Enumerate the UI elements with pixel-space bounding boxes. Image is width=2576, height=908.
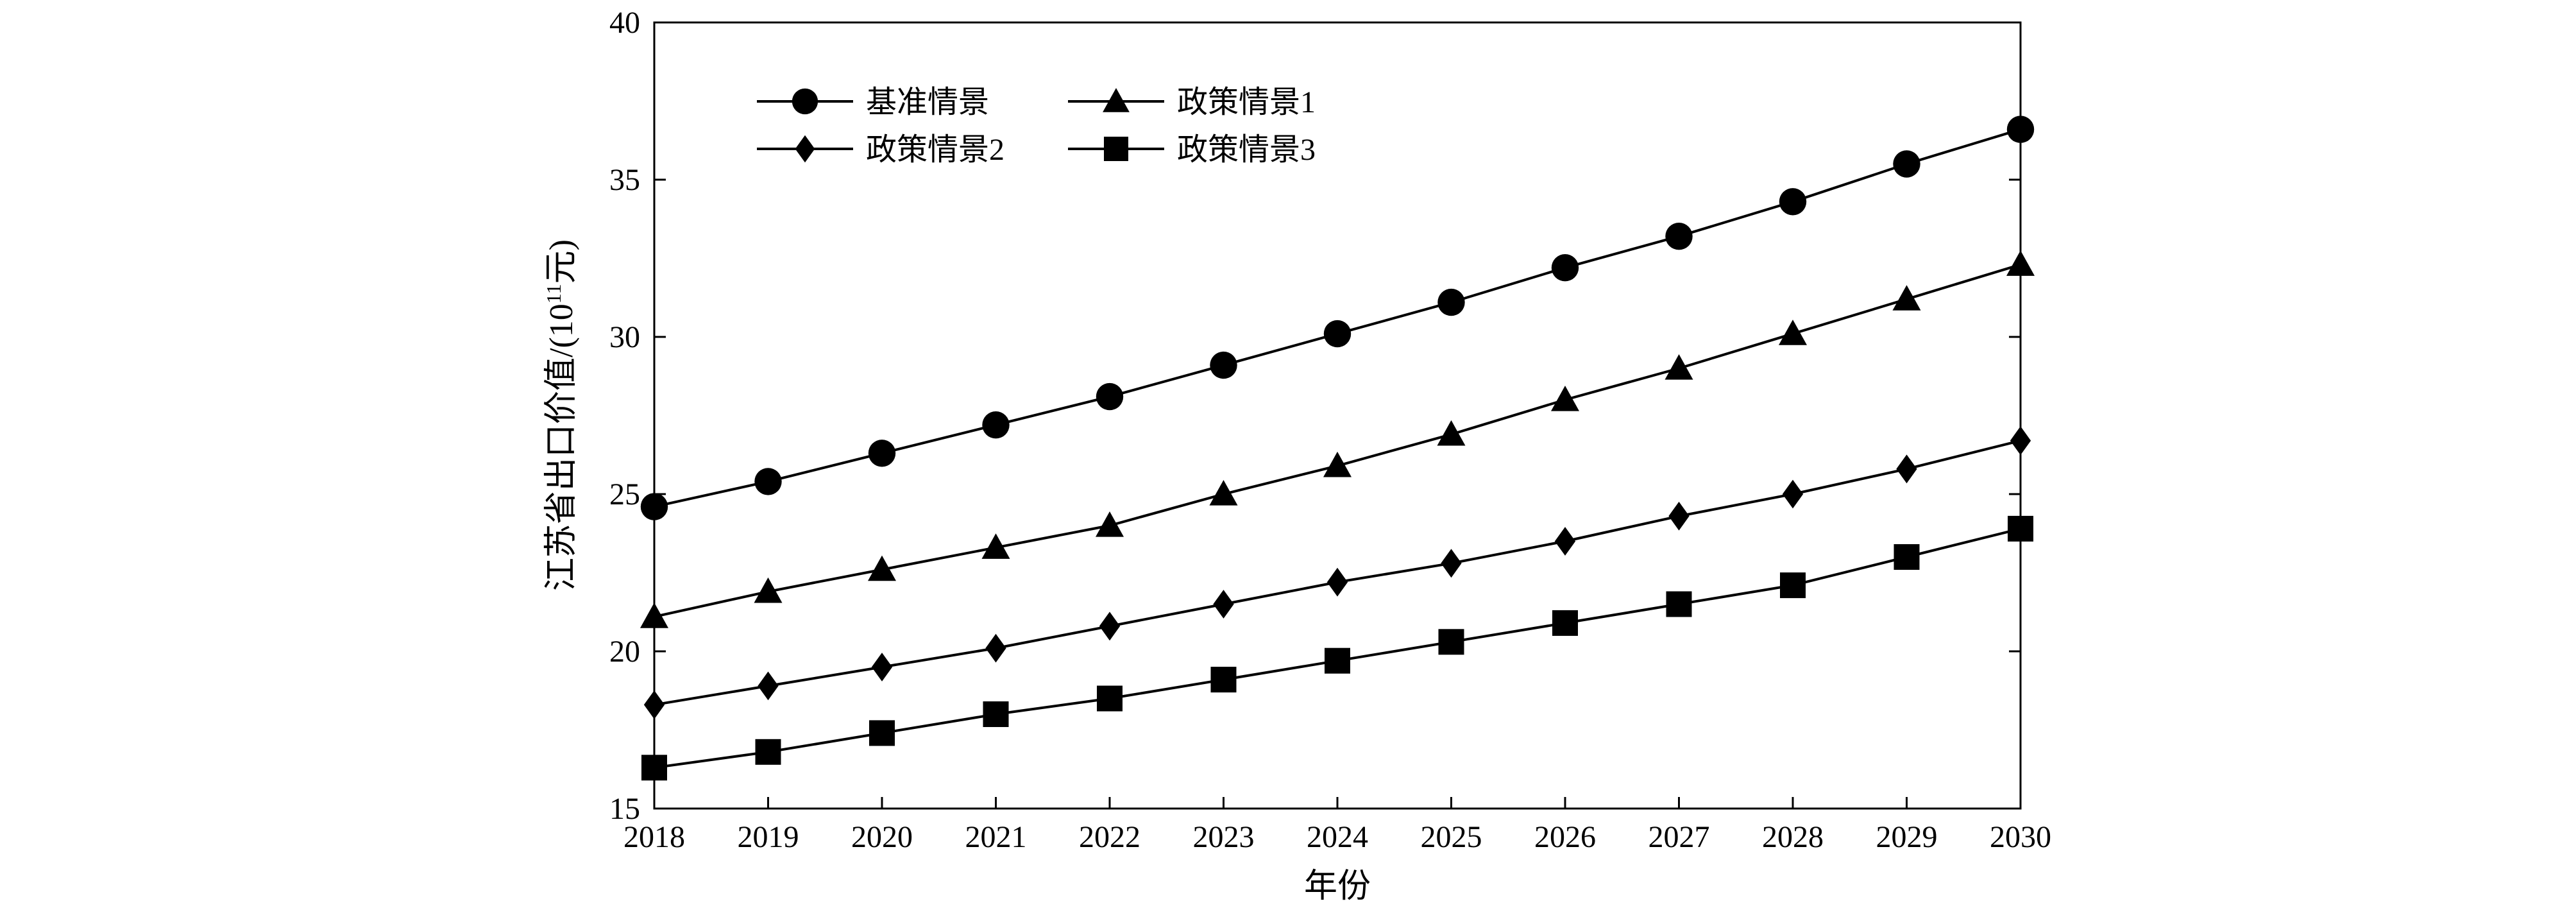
data-point-circle: [754, 468, 782, 495]
data-point-triangle: [2006, 250, 2035, 276]
legend-marker-triangle: [1103, 88, 1130, 112]
y-tick-label: 30: [609, 320, 640, 354]
data-point-square: [1210, 667, 1237, 693]
data-point-square: [1552, 610, 1578, 636]
data-point-triangle: [1779, 320, 1807, 345]
data-point-circle: [640, 493, 668, 520]
data-point-triangle: [1437, 420, 1466, 446]
data-point-triangle: [981, 533, 1010, 559]
plot-frame: [653, 21, 2022, 810]
series-circle: [640, 116, 2035, 520]
x-tick-label: 2018: [623, 820, 685, 854]
legend: 基准情景 政策情景1 政策情景2 政策情景3: [757, 85, 1316, 167]
series-line: [654, 128, 2021, 508]
data-point-diamond: [643, 690, 665, 719]
x-tick-label: 2030: [1990, 820, 2051, 854]
legend-label: 政策情景1: [1177, 85, 1316, 119]
legend-label: 政策情景3: [1177, 133, 1316, 167]
legend-item: 政策情景1: [1068, 85, 1316, 119]
data-point-square: [1325, 647, 1350, 674]
x-tick-label: 2023: [1193, 820, 1255, 854]
data-point-diamond: [1441, 549, 1462, 578]
legend-label: 基准情景: [866, 85, 989, 119]
y-tick-label: 25: [609, 477, 640, 511]
data-point-triangle: [868, 555, 896, 581]
data-point-diamond: [1554, 527, 1576, 556]
legend-marker-circle: [792, 88, 818, 115]
y-axis-label-prefix: 江苏省出口价值/(10: [543, 304, 580, 591]
x-tick-label: 2020: [851, 820, 913, 854]
data-point-diamond: [2010, 426, 2031, 456]
data-point-square: [1097, 685, 1123, 712]
legend-marker-square: [1104, 137, 1128, 161]
series-square: [641, 515, 2033, 781]
data-point-square: [1894, 544, 1920, 570]
y-tick-label: 35: [609, 163, 640, 197]
data-point-circle: [1893, 150, 1920, 178]
data-point-triangle: [1665, 354, 1693, 380]
legend-item: 基准情景: [757, 85, 989, 119]
x-tick-label: 2028: [1762, 820, 1824, 854]
data-point-circle: [1210, 351, 1237, 379]
data-point-circle: [868, 440, 896, 467]
data-point-square: [1780, 572, 1806, 599]
data-point-diamond: [758, 671, 779, 701]
data-point-square: [869, 720, 895, 746]
data-point-circle: [982, 411, 1010, 439]
data-point-square: [1666, 591, 1692, 617]
legend-marker-diamond: [795, 135, 815, 163]
data-point-circle: [1551, 254, 1579, 282]
y-tick-label: 20: [609, 635, 640, 669]
data-point-triangle: [1209, 480, 1238, 506]
y-tick-label: 15: [609, 792, 640, 826]
series-triangle: [640, 250, 2035, 628]
legend-item: 政策情景2: [757, 133, 1004, 167]
data-point-triangle: [1892, 285, 1921, 311]
x-tick-label: 2019: [738, 820, 799, 854]
data-point-circle: [1096, 382, 1124, 411]
x-tick-label: 2027: [1648, 820, 1710, 854]
y-axis-label-suffix: 元): [543, 239, 580, 284]
data-point-circle: [1779, 188, 1807, 216]
x-tick-label: 2024: [1307, 820, 1368, 854]
legend-item: 政策情景3: [1068, 133, 1316, 167]
y-tick-label: 40: [609, 6, 640, 40]
y-axis-label: 江苏省出口价值/(1011元): [542, 239, 580, 591]
data-point-triangle: [1096, 511, 1124, 537]
data-point-circle: [1665, 223, 1693, 250]
data-point-circle: [1323, 320, 1352, 348]
x-tick-label: 2026: [1534, 820, 1596, 854]
data-point-square: [983, 701, 1009, 727]
x-axis-label: 年份: [1304, 868, 1371, 905]
x-tick-label: 2029: [1876, 820, 1938, 854]
data-point-circle: [1437, 288, 1465, 316]
data-point-diamond: [1668, 501, 1690, 531]
data-point-diamond: [1213, 590, 1234, 619]
data-point-square: [2008, 515, 2033, 542]
series-line: [654, 263, 2021, 619]
x-tick-label: 2021: [965, 820, 1027, 854]
data-point-diamond: [1326, 567, 1348, 597]
data-point-triangle: [640, 603, 668, 628]
series-diamond: [643, 426, 2031, 719]
data-point-diamond: [1896, 454, 1917, 484]
x-tick-label: 2025: [1421, 820, 1482, 854]
data-point-triangle: [754, 577, 783, 603]
data-point-diamond: [871, 653, 893, 681]
data-point-triangle: [1323, 451, 1352, 477]
x-tick-label: 2022: [1079, 820, 1140, 854]
data-point-square: [755, 739, 781, 765]
data-point-diamond: [1782, 479, 1804, 509]
series-layer: [640, 116, 2035, 781]
data-point-triangle: [1551, 386, 1579, 411]
data-point-square: [641, 755, 667, 781]
y-axis-label-exponent: 11: [542, 284, 565, 304]
data-point-circle: [2006, 116, 2035, 143]
legend-label: 政策情景2: [866, 133, 1004, 167]
data-point-diamond: [985, 633, 1006, 663]
data-point-diamond: [1099, 612, 1121, 641]
data-point-square: [1438, 629, 1464, 655]
